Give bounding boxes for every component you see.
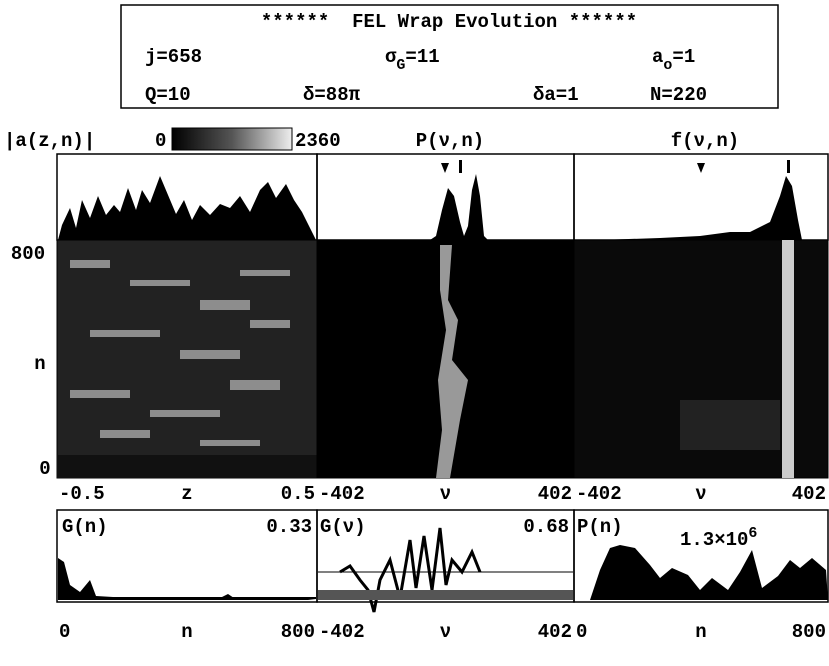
param-q: Q=10 xyxy=(145,84,191,106)
g-curve xyxy=(339,527,482,613)
marker xyxy=(787,160,790,173)
x-label-left: 0 xyxy=(576,621,587,643)
marker xyxy=(459,160,462,173)
a0-sub: o xyxy=(663,57,672,74)
panel-value: 0.33 xyxy=(266,516,312,538)
panel-value: 1.3×106 xyxy=(680,525,757,551)
param-sigma: σG=11 xyxy=(385,46,440,74)
top-panels xyxy=(56,153,829,241)
value-base: 1.3×10 xyxy=(680,529,748,551)
sigma-rest: =11 xyxy=(405,46,439,68)
panel-frame xyxy=(573,509,829,603)
panel-label: P(n) xyxy=(577,516,623,538)
panel-label: G(ν) xyxy=(320,516,366,538)
profile-curve xyxy=(58,176,316,240)
x-label-right: 402 xyxy=(538,483,572,505)
param-n: N=220 xyxy=(650,84,707,106)
x-label-right: 800 xyxy=(281,621,315,643)
x-label-mid: ν xyxy=(695,483,706,505)
image-haze xyxy=(680,400,780,450)
x-label-mid: n xyxy=(181,621,192,643)
header-title: ****** FEL Wrap Evolution ****** xyxy=(261,11,637,33)
value-sup: 6 xyxy=(748,525,757,542)
x-label-mid: z xyxy=(181,483,192,505)
x-label-left: -402 xyxy=(319,483,365,505)
param-j: j=658 xyxy=(145,46,202,68)
marker xyxy=(697,163,705,173)
x-label-mid: ν xyxy=(440,483,451,505)
x-label-left: -402 xyxy=(319,621,365,643)
g-curve xyxy=(58,558,316,600)
x-label-left: -402 xyxy=(576,483,622,505)
spectrum-curve xyxy=(600,176,802,240)
x-label-right: 402 xyxy=(538,621,572,643)
image-texture xyxy=(70,260,290,446)
param-delta-a: δa=1 xyxy=(533,84,579,106)
x-label-left: -0.5 xyxy=(59,483,105,505)
image-streak xyxy=(436,245,468,478)
top-title: f(ν,n) xyxy=(671,130,739,152)
y-label: 0 xyxy=(39,458,50,480)
y-label: n xyxy=(34,353,45,375)
header-box xyxy=(120,4,779,109)
image-band xyxy=(57,455,317,478)
colorbar-min: 0 xyxy=(155,130,166,152)
a0-base: a xyxy=(652,46,663,68)
x-label-left: 0 xyxy=(59,621,70,643)
x-label-right: 0.5 xyxy=(281,483,315,505)
colorbar-max: 2360 xyxy=(295,130,341,152)
spectrum-curve xyxy=(430,174,488,240)
x-label-mid: ν xyxy=(440,621,451,643)
colorbar-label: |a(z,n)| xyxy=(4,130,95,152)
marker xyxy=(441,163,449,173)
comb xyxy=(318,590,573,600)
a0-rest: =1 xyxy=(672,46,695,68)
image-panels xyxy=(56,239,829,479)
param-a0: ao=1 xyxy=(652,46,695,74)
top-title: P(ν,n) xyxy=(416,130,484,152)
param-delta: δ=88π xyxy=(303,84,361,106)
power-curve xyxy=(590,545,828,600)
x-label-mid: n xyxy=(695,621,706,643)
x-label-right: 402 xyxy=(792,483,826,505)
x-label-right: 800 xyxy=(792,621,826,643)
colorbar xyxy=(171,127,293,151)
y-label: 800 xyxy=(11,243,45,265)
panel-value: 0.68 xyxy=(523,516,569,538)
sigma-base: σ xyxy=(385,46,397,68)
image-streak xyxy=(782,240,794,478)
sigma-sub: G xyxy=(396,57,405,74)
panel-label: G(n) xyxy=(62,516,108,538)
